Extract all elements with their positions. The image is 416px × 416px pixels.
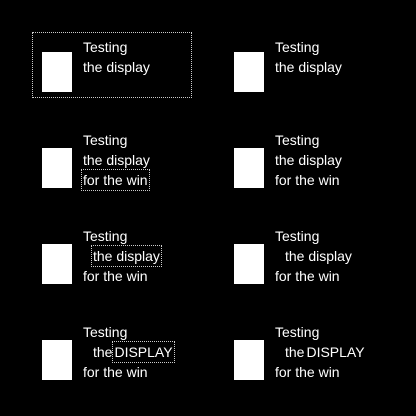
- text-run: the: [285, 344, 305, 360]
- item-text: Testing the DISPLAY for the win: [82, 322, 175, 382]
- text-run: for the win: [83, 364, 148, 380]
- text-run: Testing: [275, 132, 320, 148]
- white-rectangle: [42, 148, 72, 188]
- text-run: the display: [275, 59, 342, 75]
- white-rectangle: [234, 340, 264, 380]
- text-run: the display: [83, 152, 150, 168]
- item-text: Testing the display for the win: [274, 226, 353, 286]
- text-line: Testing: [82, 37, 151, 57]
- text-line: the display: [82, 150, 151, 170]
- text-line: for the win: [274, 266, 353, 286]
- text-run: Testing: [83, 132, 128, 148]
- text-line: for the win: [274, 362, 366, 382]
- display-item[interactable]: Testing the DISPLAY for the win: [225, 321, 383, 385]
- text-line: the display: [274, 57, 343, 77]
- text-run: the display: [275, 152, 342, 168]
- white-rectangle: [42, 52, 72, 92]
- white-rectangle: [42, 340, 72, 380]
- text-run: Testing: [275, 324, 320, 340]
- text-line: Testing: [82, 226, 161, 246]
- text-line: Testing: [82, 322, 174, 342]
- white-rectangle: [42, 244, 72, 284]
- text-run: Testing: [275, 228, 320, 244]
- white-rectangle: [234, 52, 264, 92]
- text-line: Testing: [82, 130, 151, 150]
- text-run: DISPLAY: [306, 344, 365, 360]
- item-text: Testing the display: [274, 37, 343, 77]
- text-line: the display: [274, 246, 353, 266]
- text-run: the display: [285, 248, 352, 264]
- item-text: Testing the display for the win: [274, 130, 343, 190]
- display-item[interactable]: Testing the display for the win: [225, 225, 383, 289]
- text-run: Testing: [83, 39, 128, 55]
- text-run: Testing: [83, 228, 128, 244]
- display-item[interactable]: Testing the display: [32, 32, 192, 98]
- display-item[interactable]: Testing the display: [225, 33, 383, 97]
- text-run: for the win: [275, 172, 340, 188]
- display-item[interactable]: Testing the DISPLAY for the win: [33, 321, 191, 385]
- text-run: Testing: [83, 324, 128, 340]
- text-line: Testing: [274, 130, 343, 150]
- item-text: Testing the display for the win: [81, 130, 151, 191]
- text-line: for the win: [82, 362, 174, 382]
- white-rectangle: [234, 148, 264, 188]
- text-run: for the win: [275, 364, 340, 380]
- text-line: Testing: [274, 37, 343, 57]
- white-rectangle: [234, 244, 264, 284]
- text-line: for the win: [274, 170, 343, 190]
- text-run: for the win: [83, 268, 148, 284]
- item-text: Testing the display for the win: [82, 226, 162, 286]
- item-text: Testing the display: [82, 37, 151, 77]
- text-line: Testing: [274, 226, 353, 246]
- text-line: the DISPLAY: [82, 341, 175, 363]
- text-line: the DISPLAY: [274, 342, 366, 362]
- text-run: the display: [91, 245, 162, 267]
- display-item[interactable]: Testing the display for the win: [33, 129, 191, 193]
- text-run: the display: [83, 59, 150, 75]
- text-run: for the win: [81, 169, 150, 191]
- text-line: the display: [82, 57, 151, 77]
- text-run: the: [93, 344, 113, 360]
- text-line: for the win: [81, 169, 151, 191]
- text-line: Testing: [274, 322, 366, 342]
- text-run: Testing: [275, 39, 320, 55]
- display-item[interactable]: Testing the display for the win: [225, 129, 383, 193]
- text-line: the display: [274, 150, 343, 170]
- display-item[interactable]: Testing the display for the win: [33, 225, 191, 289]
- text-line: for the win: [82, 266, 161, 286]
- text-run: for the win: [275, 268, 340, 284]
- text-line: the display: [82, 245, 162, 267]
- text-run: DISPLAY: [112, 341, 175, 363]
- item-text: Testing the DISPLAY for the win: [274, 322, 366, 382]
